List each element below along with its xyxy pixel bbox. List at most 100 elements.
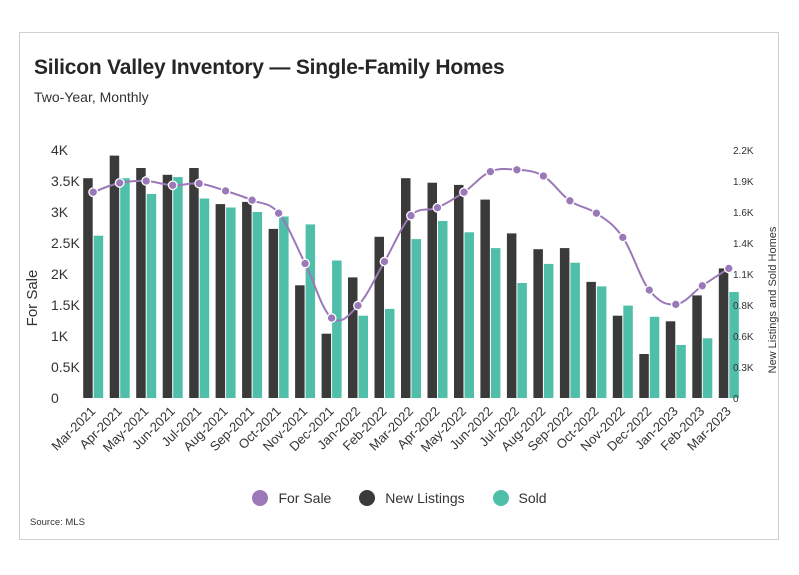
chart-title: Silicon Valley Inventory — Single-Family… [34, 56, 505, 79]
point-for-sale [379, 256, 390, 267]
point-for-sale [538, 171, 549, 181]
point-for-sale [247, 195, 258, 206]
bar-sold [226, 207, 236, 398]
point-for-sale [300, 258, 311, 269]
y2-tick-label: 1.9K [733, 177, 754, 188]
bar-new-listings [533, 249, 543, 398]
legend-label-for-sale: For Sale [278, 490, 332, 506]
bar-sold [649, 316, 660, 398]
legend-label-new-listings: New Listings [385, 490, 465, 506]
bar-sold [411, 239, 421, 398]
bar-new-listings [215, 204, 226, 398]
y-tick-label: 3K [51, 204, 69, 220]
bar-sold [729, 292, 739, 398]
bar-new-listings [295, 285, 305, 398]
point-for-sale [591, 208, 602, 219]
y2-axis-title: New Listings and Sold Homes [767, 226, 779, 373]
bar-sold [517, 283, 527, 398]
bar-new-listings [401, 178, 411, 398]
bar-sold [676, 345, 686, 398]
chart-subtitle: Two-Year, Monthly [34, 89, 149, 105]
legend-item-for-sale: For Sale [252, 490, 331, 506]
point-for-sale [88, 187, 99, 198]
bar-sold [332, 260, 342, 398]
bar-sold [623, 305, 633, 398]
bar-new-listings [109, 155, 120, 398]
y-tick-label: 1K [51, 328, 69, 344]
y2-tick-label: 1.1K [733, 270, 754, 281]
bar-new-listings [321, 333, 332, 398]
bar-new-listings [83, 178, 93, 398]
bar-new-listings [506, 233, 517, 398]
bar-new-listings [665, 321, 676, 398]
point-for-sale [670, 299, 681, 310]
legend-swatch-new-listings [359, 490, 376, 506]
line-for-sale [92, 167, 730, 322]
bar-sold [438, 221, 448, 398]
legend-label-sold: Sold [518, 490, 547, 506]
bar-sold [146, 194, 157, 398]
bar-sold [543, 263, 554, 398]
y-tick-label: 1.5K [51, 297, 80, 313]
bar-new-listings [348, 277, 358, 398]
point-for-sale [273, 208, 284, 219]
bar-new-listings [692, 295, 702, 398]
bar-sold [173, 177, 183, 398]
point-for-sale [114, 177, 125, 188]
legend-item-sold: Sold [492, 490, 547, 506]
bar-new-listings [427, 182, 437, 398]
point-for-sale [564, 195, 575, 206]
y-tick-label: 2.5K [51, 235, 80, 251]
bar-new-listings [189, 168, 199, 398]
point-for-sale [326, 313, 337, 323]
bar-new-listings [454, 184, 464, 398]
point-for-sale [141, 176, 152, 186]
point-for-sale [194, 178, 205, 189]
point-for-sale [485, 166, 496, 177]
bar-new-listings [718, 268, 729, 398]
bar-sold [464, 232, 474, 398]
point-for-sale [432, 202, 443, 213]
point-for-sale [617, 232, 628, 243]
bar-sold [199, 198, 210, 398]
y-axis-title: For Sale [24, 270, 41, 327]
y-tick-label: 0 [51, 390, 59, 406]
source-note: Source: MLS [30, 517, 85, 528]
bar-sold [93, 235, 104, 398]
bar-new-listings [612, 315, 623, 398]
legend-swatch-for-sale [252, 490, 269, 506]
bar-new-listings [162, 174, 173, 398]
bar-new-listings [374, 236, 384, 398]
y-tick-label: 0.5K [51, 359, 80, 375]
legend-item-new-listings: New Listings [359, 490, 465, 506]
y2-tick-label: 1.6K [733, 208, 754, 219]
bar-sold [279, 216, 289, 398]
bar-new-listings [586, 281, 596, 398]
bar-sold [596, 286, 607, 398]
bar-new-listings [639, 354, 649, 398]
point-for-sale [406, 210, 416, 221]
point-for-sale [459, 187, 469, 198]
point-for-sale [511, 164, 522, 175]
bar-sold [702, 338, 713, 398]
bar-sold [358, 315, 368, 398]
bar-sold [490, 248, 501, 398]
y2-tick-label: 0 [733, 394, 739, 405]
y-tick-label: 4K [51, 142, 69, 158]
bar-sold [252, 212, 263, 398]
y2-tick-label: 1.4K [733, 239, 754, 250]
legend: For Sale New Listings Sold [0, 490, 799, 509]
point-for-sale [220, 185, 231, 196]
bar-sold [570, 262, 580, 398]
point-for-sale [353, 300, 363, 311]
y2-tick-label: 2.2K [733, 146, 754, 157]
y2-tick-label: 0.6K [733, 332, 754, 343]
bar-new-listings [136, 168, 146, 398]
bar-sold [305, 224, 316, 398]
bar-new-listings [268, 228, 279, 398]
legend-swatch-sold [492, 490, 509, 506]
bar-sold [120, 178, 130, 398]
y-tick-label: 3.5K [51, 173, 80, 189]
point-for-sale [723, 263, 734, 274]
